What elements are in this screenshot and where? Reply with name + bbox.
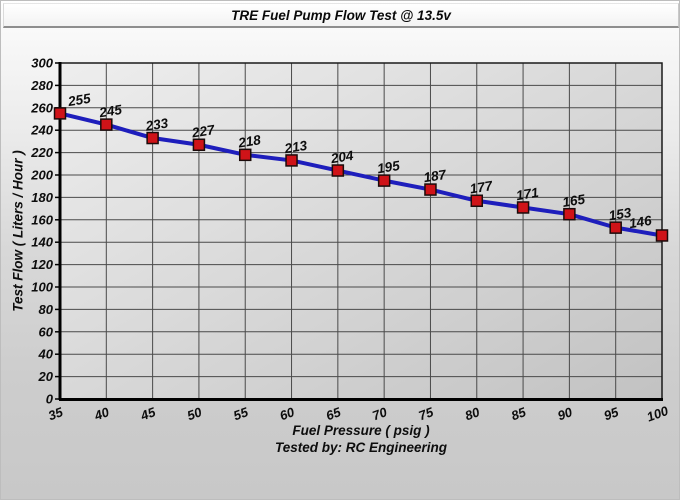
x-tick-label: 85	[509, 404, 528, 423]
data-point-label: 177	[469, 178, 495, 197]
x-tick-label: 100	[645, 403, 671, 425]
chart-title-bar: TRE Fuel Pump Flow Test @ 13.5v	[3, 3, 679, 28]
x-tick-label: 60	[278, 404, 297, 423]
y-tick-label: 100	[31, 280, 53, 295]
flow-data-line	[58, 111, 664, 238]
x-tick-label: 40	[91, 404, 111, 424]
plot-area	[60, 63, 662, 399]
x-tick-label: 55	[231, 404, 250, 423]
data-point-marker	[53, 107, 67, 120]
x-tick-label: 70	[370, 404, 389, 423]
data-point-label: 146	[628, 213, 653, 231]
data-point-label: 153	[608, 205, 633, 223]
x-tick-label: 95	[602, 404, 621, 423]
data-point-marker	[285, 154, 298, 167]
data-point-marker	[516, 201, 530, 214]
y-tick-label: 140	[31, 235, 53, 250]
y-tick-label: 280	[30, 78, 53, 93]
x-tick-label: 80	[463, 404, 482, 423]
data-point-marker	[470, 194, 484, 208]
y-tick-label: 240	[30, 123, 53, 138]
y-tick-label: 60	[39, 324, 54, 339]
y-tick-label: 300	[31, 56, 53, 71]
data-point-label: 213	[283, 138, 309, 157]
data-point-marker	[655, 229, 669, 242]
data-point-marker	[146, 131, 159, 145]
data-point-marker	[100, 118, 113, 131]
data-point-marker	[238, 148, 252, 162]
data-point-label: 187	[422, 167, 448, 186]
data-point-marker	[331, 164, 345, 177]
y-tick-label: 20	[38, 369, 54, 384]
data-point-label: 218	[236, 132, 262, 151]
data-point-label: 233	[144, 115, 170, 134]
data-point-label: 255	[66, 91, 92, 110]
data-point-label: 227	[190, 122, 217, 141]
x-axis-title: Fuel Pressure ( psig )	[292, 423, 430, 438]
data-point-marker	[609, 221, 622, 234]
data-point-marker	[192, 138, 206, 152]
data-point-label: 245	[97, 102, 123, 121]
x-tick-label: 35	[46, 404, 65, 423]
data-point-marker	[377, 174, 391, 187]
chart-title: TRE Fuel Pump Flow Test @ 13.5v	[231, 7, 451, 23]
y-tick-label: 120	[31, 257, 53, 272]
x-tick-label: 90	[555, 404, 574, 423]
data-point-label: 171	[515, 185, 540, 203]
y-tick-label: 220	[30, 145, 53, 160]
data-point-label: 195	[376, 158, 401, 176]
y-tick-label: 40	[38, 347, 54, 362]
x-tick-label: 75	[417, 404, 436, 423]
data-point-marker	[424, 183, 437, 196]
x-tick-label: 65	[324, 404, 343, 423]
y-axis-title: Test Flow ( Liters / Hour )	[10, 150, 26, 312]
data-point-label: 165	[561, 192, 586, 210]
y-tick-label: 200	[30, 168, 53, 183]
y-tick-label: 180	[31, 190, 53, 205]
x-tick-label: 45	[138, 404, 158, 424]
tested-by-caption: Tested by: RC Engineering	[274, 440, 448, 455]
data-point-marker	[563, 207, 576, 221]
data-point-label: 204	[329, 148, 355, 167]
y-tick-label: 160	[31, 212, 53, 227]
y-tick-label: 0	[46, 392, 54, 407]
x-tick-label: 50	[185, 404, 204, 423]
y-tick-label: 260	[30, 100, 53, 115]
y-tick-label: 80	[39, 302, 54, 317]
